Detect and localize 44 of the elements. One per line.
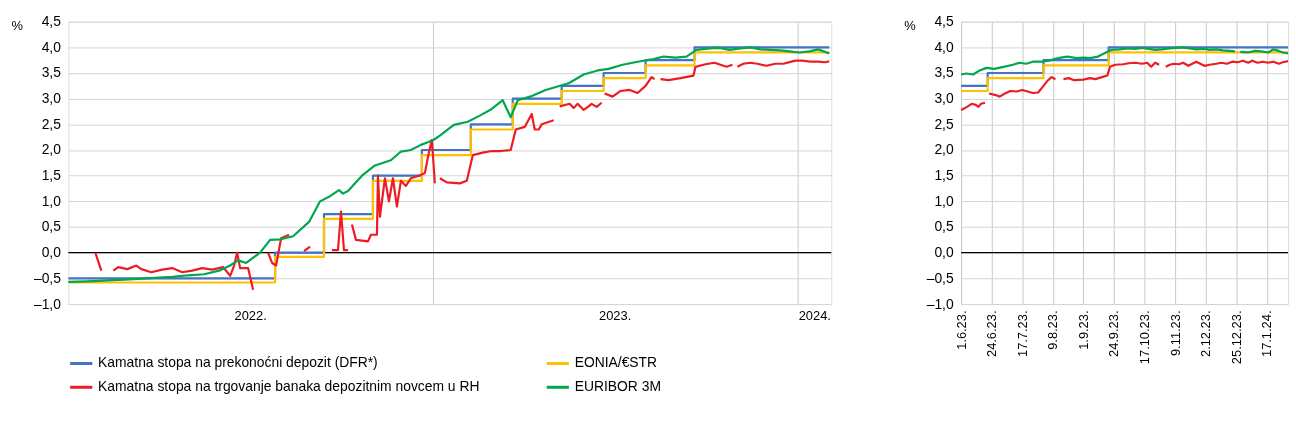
y-tick-label: –0,5: [926, 269, 954, 286]
y-tick-label: 0,5: [41, 218, 62, 235]
x-tick-label: 9.8.23.: [1045, 310, 1061, 350]
legend-label: EURIBOR 3M: [574, 378, 661, 395]
x-tick-label: 2024.: [798, 308, 831, 324]
y-tick-label: –1,0: [926, 295, 954, 312]
y-tick-label: 4,0: [41, 38, 62, 55]
x-tick-label: 17.1.24.: [1259, 310, 1275, 358]
x-tick-label: 2023.: [598, 308, 632, 324]
x-tick-label: 24.6.23.: [984, 310, 1000, 358]
x-tick-label: 1.9.23.: [1075, 310, 1091, 350]
y-tick-label: 2,5: [41, 115, 62, 132]
y-tick-label: 4,5: [934, 13, 954, 30]
x-tick-label: 17.10.23.: [1136, 310, 1152, 365]
y-tick-label: 0,5: [934, 218, 954, 235]
y-tick-label: 3,5: [41, 64, 62, 81]
y-tick-label: 3,5: [934, 64, 954, 81]
y-tick-label: 0,0: [41, 244, 62, 261]
x-tick-label: 9.11.23.: [1167, 310, 1183, 357]
legend-label: Kamatna stopa na trgovanje banaka depozitnim novcem u RH: [98, 378, 480, 395]
y-tick-label: 4,5: [41, 13, 62, 30]
y-tick-label: 2,0: [41, 141, 62, 158]
y-tick-label: –0,5: [33, 269, 62, 286]
x-tick-label: 2022.: [234, 308, 267, 324]
y-tick-label: 3,0: [934, 90, 954, 107]
y-tick-label: 2,0: [934, 141, 954, 158]
x-tick-label: 25.12.23.: [1228, 310, 1244, 365]
x-tick-label: 24.9.23.: [1106, 310, 1122, 358]
y-axis-title: %: [904, 18, 916, 34]
y-tick-label: 1,5: [934, 167, 954, 184]
legend-label: Kamatna stopa na prekonoćni depozit (DFR*): [98, 354, 378, 371]
x-tick-label: 2.12.23.: [1198, 310, 1214, 358]
x-tick-label: 17.7.23.: [1014, 310, 1030, 358]
y-tick-label: 3,0: [41, 90, 62, 107]
y-tick-label: 1,5: [41, 167, 62, 184]
x-tick-label: 1.6.23.: [953, 310, 969, 350]
y-tick-label: 1,0: [41, 192, 62, 209]
y-tick-label: 1,0: [934, 192, 954, 209]
legend-label: EONIA/€STR: [574, 354, 658, 371]
y-tick-label: 0,0: [934, 244, 954, 261]
y-tick-label: 4,0: [934, 38, 954, 55]
y-tick-label: 2,5: [934, 115, 954, 132]
y-tick-label: –1,0: [33, 295, 62, 312]
y-axis-title: %: [11, 18, 23, 34]
